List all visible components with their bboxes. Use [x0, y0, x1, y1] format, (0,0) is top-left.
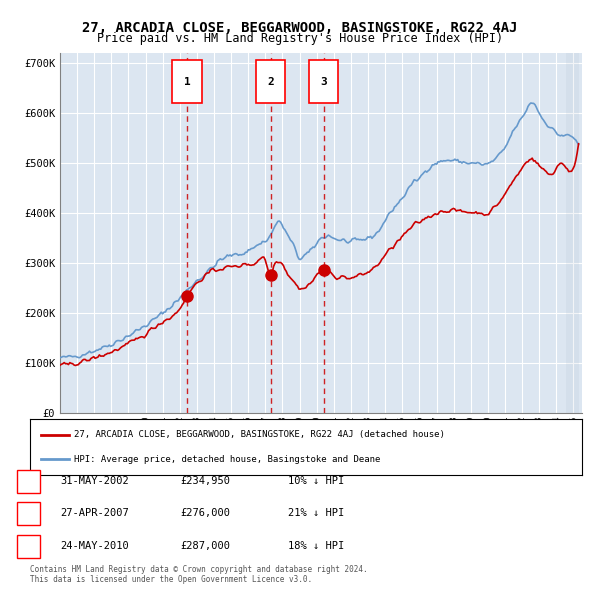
Text: 27, ARCADIA CLOSE, BEGGARWOOD, BASINGSTOKE, RG22 4AJ: 27, ARCADIA CLOSE, BEGGARWOOD, BASINGSTO…	[82, 21, 518, 35]
Text: 18% ↓ HPI: 18% ↓ HPI	[288, 541, 344, 550]
Text: £276,000: £276,000	[180, 509, 230, 518]
Text: £287,000: £287,000	[180, 541, 230, 550]
Text: 31-MAY-2002: 31-MAY-2002	[60, 476, 129, 486]
Text: 3: 3	[320, 77, 327, 87]
Text: 1: 1	[26, 476, 31, 486]
Text: HPI: Average price, detached house, Basingstoke and Deane: HPI: Average price, detached house, Basi…	[74, 455, 380, 464]
Text: 3: 3	[26, 541, 31, 550]
Text: 1: 1	[184, 77, 190, 87]
Text: £234,950: £234,950	[180, 476, 230, 486]
Text: 2: 2	[268, 77, 274, 87]
FancyBboxPatch shape	[172, 60, 202, 103]
Text: Contains HM Land Registry data © Crown copyright and database right 2024.
This d: Contains HM Land Registry data © Crown c…	[30, 565, 368, 584]
FancyBboxPatch shape	[256, 60, 286, 103]
Text: Price paid vs. HM Land Registry's House Price Index (HPI): Price paid vs. HM Land Registry's House …	[97, 32, 503, 45]
Text: 27-APR-2007: 27-APR-2007	[60, 509, 129, 518]
Text: 21% ↓ HPI: 21% ↓ HPI	[288, 509, 344, 518]
Text: 2: 2	[26, 509, 31, 518]
FancyBboxPatch shape	[309, 60, 338, 103]
Text: 27, ARCADIA CLOSE, BEGGARWOOD, BASINGSTOKE, RG22 4AJ (detached house): 27, ARCADIA CLOSE, BEGGARWOOD, BASINGSTO…	[74, 430, 445, 439]
Text: 10% ↓ HPI: 10% ↓ HPI	[288, 476, 344, 486]
Text: 24-MAY-2010: 24-MAY-2010	[60, 541, 129, 550]
